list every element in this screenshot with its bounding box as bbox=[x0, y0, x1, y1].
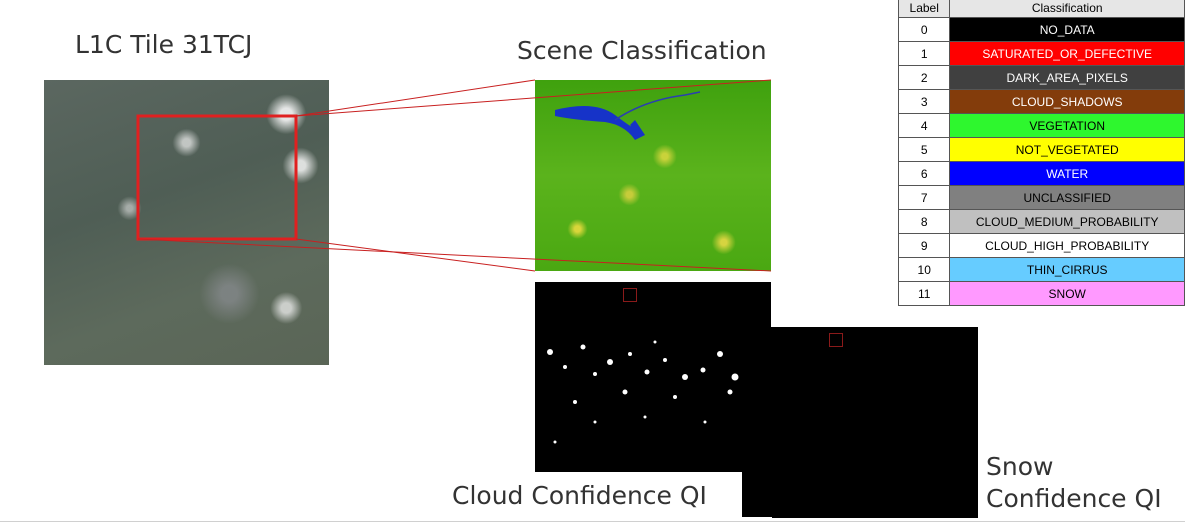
legend-row-label: 11 bbox=[897, 281, 951, 306]
cloud-pixels bbox=[547, 340, 755, 444]
legend-row-label: 6 bbox=[897, 161, 951, 186]
legend-body: 0 NO_DATA 1 SATURATED_OR_DEFECTIVE 2 DARK_ARE… bbox=[897, 17, 1185, 306]
scene-classification-image bbox=[535, 80, 771, 271]
legend-row: 7 UNCLASSIFIED bbox=[897, 185, 1185, 210]
legend-row-classification: SATURATED_OR_DEFECTIVE bbox=[949, 41, 1185, 66]
snow-confidence-title: Snow Confidence QI bbox=[986, 451, 1162, 515]
legend-row: 5 NOT_VEGETATED bbox=[897, 137, 1185, 162]
l1c-tile-title: L1C Tile 31TCJ bbox=[75, 30, 253, 59]
legend-header-classification: Classification bbox=[949, 0, 1185, 18]
legend-row: 1 SATURATED_OR_DEFECTIVE bbox=[897, 41, 1185, 66]
legend-row-classification: THIN_CIRRUS bbox=[949, 257, 1185, 282]
legend-row: 3 CLOUD_SHADOWS bbox=[897, 89, 1185, 114]
l1c-tile-image bbox=[44, 80, 329, 365]
legend-row: 11 SNOW bbox=[897, 281, 1185, 306]
legend-row-label: 8 bbox=[897, 209, 951, 234]
legend-header-row: Label Classification bbox=[897, 0, 1185, 18]
legend-row-label: 3 bbox=[897, 89, 951, 114]
legend-row-label: 1 bbox=[897, 41, 951, 66]
cloud-confidence-title: Cloud Confidence QI bbox=[452, 481, 707, 510]
legend-row: 10 THIN_CIRRUS bbox=[897, 257, 1185, 282]
legend-row-label: 7 bbox=[897, 185, 951, 210]
legend-row-label: 9 bbox=[897, 233, 951, 258]
snow-confidence-panel bbox=[772, 328, 978, 518]
legend-row: 8 CLOUD_MEDIUM_PROBABILITY bbox=[897, 209, 1185, 234]
legend-row-classification: CLOUD_SHADOWS bbox=[949, 89, 1185, 114]
cloud-confidence-image bbox=[535, 282, 771, 472]
connector-bottom-left bbox=[295, 238, 536, 272]
snow-title-line-1: Snow bbox=[986, 452, 1054, 481]
legend-row-classification: DARK_AREA_PIXELS bbox=[949, 65, 1185, 90]
legend-row-classification: NO_DATA bbox=[949, 17, 1185, 42]
scene-classification-legend: Label Classification 0 NO_DATA 1 SATURATED_… bbox=[897, 0, 1185, 306]
legend-row: 6 WATER bbox=[897, 161, 1185, 186]
snow-title-line-2: Confidence QI bbox=[986, 484, 1162, 513]
legend-header-label: Label bbox=[897, 0, 951, 18]
legend-row-label: 10 bbox=[897, 257, 951, 282]
connector-top-left bbox=[295, 79, 536, 117]
legend-row-classification: CLOUD_HIGH_PROBABILITY bbox=[949, 233, 1185, 258]
legend-row-classification: SNOW bbox=[949, 281, 1185, 306]
legend-row-classification: WATER bbox=[949, 161, 1185, 186]
legend-row: 4 VEGETATION bbox=[897, 113, 1185, 138]
legend-row: 9 CLOUD_HIGH_PROBABILITY bbox=[897, 233, 1185, 258]
bottom-divider bbox=[0, 521, 1185, 522]
legend-row-classification: NOT_VEGETATED bbox=[949, 137, 1185, 162]
scene-classification-title: Scene Classification bbox=[517, 36, 767, 65]
legend-row-label: 5 bbox=[897, 137, 951, 162]
legend-row: 0 NO_DATA bbox=[897, 17, 1185, 42]
legend-row-label: 4 bbox=[897, 113, 951, 138]
river-shape bbox=[555, 91, 701, 140]
cloud-zoom-marker bbox=[623, 288, 637, 302]
legend-row-label: 2 bbox=[897, 65, 951, 90]
snow-zoom-marker bbox=[829, 333, 843, 347]
legend-row-label: 0 bbox=[897, 17, 951, 42]
legend-row-classification: VEGETATION bbox=[949, 113, 1185, 138]
legend-row-classification: UNCLASSIFIED bbox=[949, 185, 1185, 210]
legend-row-classification: CLOUD_MEDIUM_PROBABILITY bbox=[949, 209, 1185, 234]
legend-row: 2 DARK_AREA_PIXELS bbox=[897, 65, 1185, 90]
